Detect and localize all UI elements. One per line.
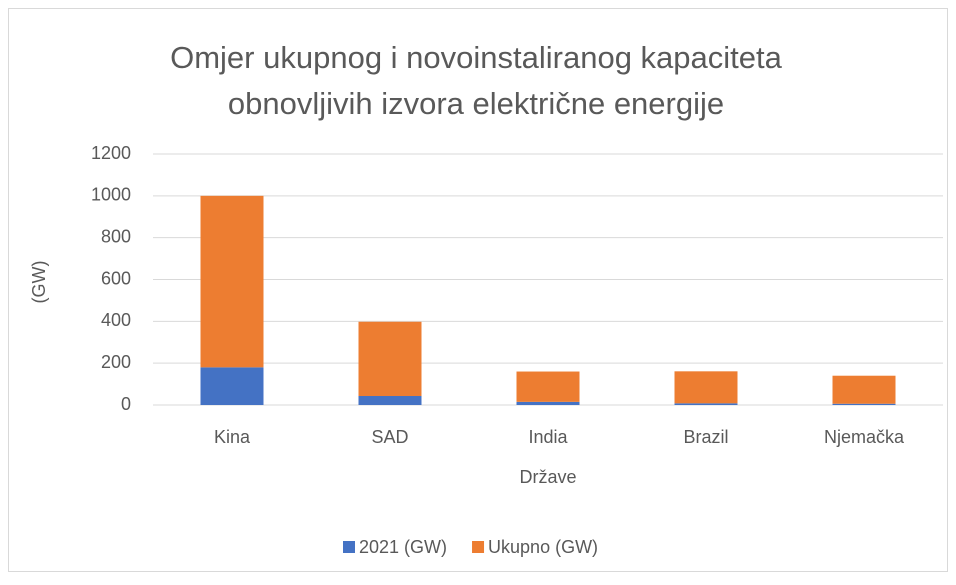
bar-segment [358,321,422,397]
x-tick-label: India [528,427,568,447]
bar-segment [832,403,896,405]
y-tick-label: 400 [101,310,131,330]
legend-label: Ukupno (GW) [488,537,598,557]
legend-label: 2021 (GW) [359,537,447,557]
bar-segment [674,403,738,405]
y-tick-label: 800 [101,226,131,246]
chart-title: Omjer ukupnog i novoinstaliranog kapacit… [170,40,783,75]
x-tick-label: SAD [371,427,408,447]
bar-segment [200,195,264,368]
bar-segment [200,367,264,405]
legend-swatch [472,541,485,553]
y-tick-label: 1000 [91,185,131,205]
chart-title: obnovljivih izvora električne energije [228,86,724,121]
y-tick-label: 0 [121,394,131,414]
x-tick-label: Brazil [683,427,728,447]
bar-segment [358,396,422,405]
chart-border [8,8,948,572]
y-tick-label: 600 [101,268,131,288]
y-tick-label: 200 [101,352,131,372]
legend-swatch [343,541,355,553]
x-tick-label: Kina [214,427,251,447]
y-axis-title: (GW) [29,261,49,304]
bar-segment [674,371,738,404]
x-axis-title: Države [519,467,576,487]
bar-segment [516,401,580,405]
bar-segment [832,375,896,404]
y-tick-label: 1200 [91,143,131,163]
x-tick-label: Njemačka [824,427,905,447]
bar-segment [516,371,580,402]
